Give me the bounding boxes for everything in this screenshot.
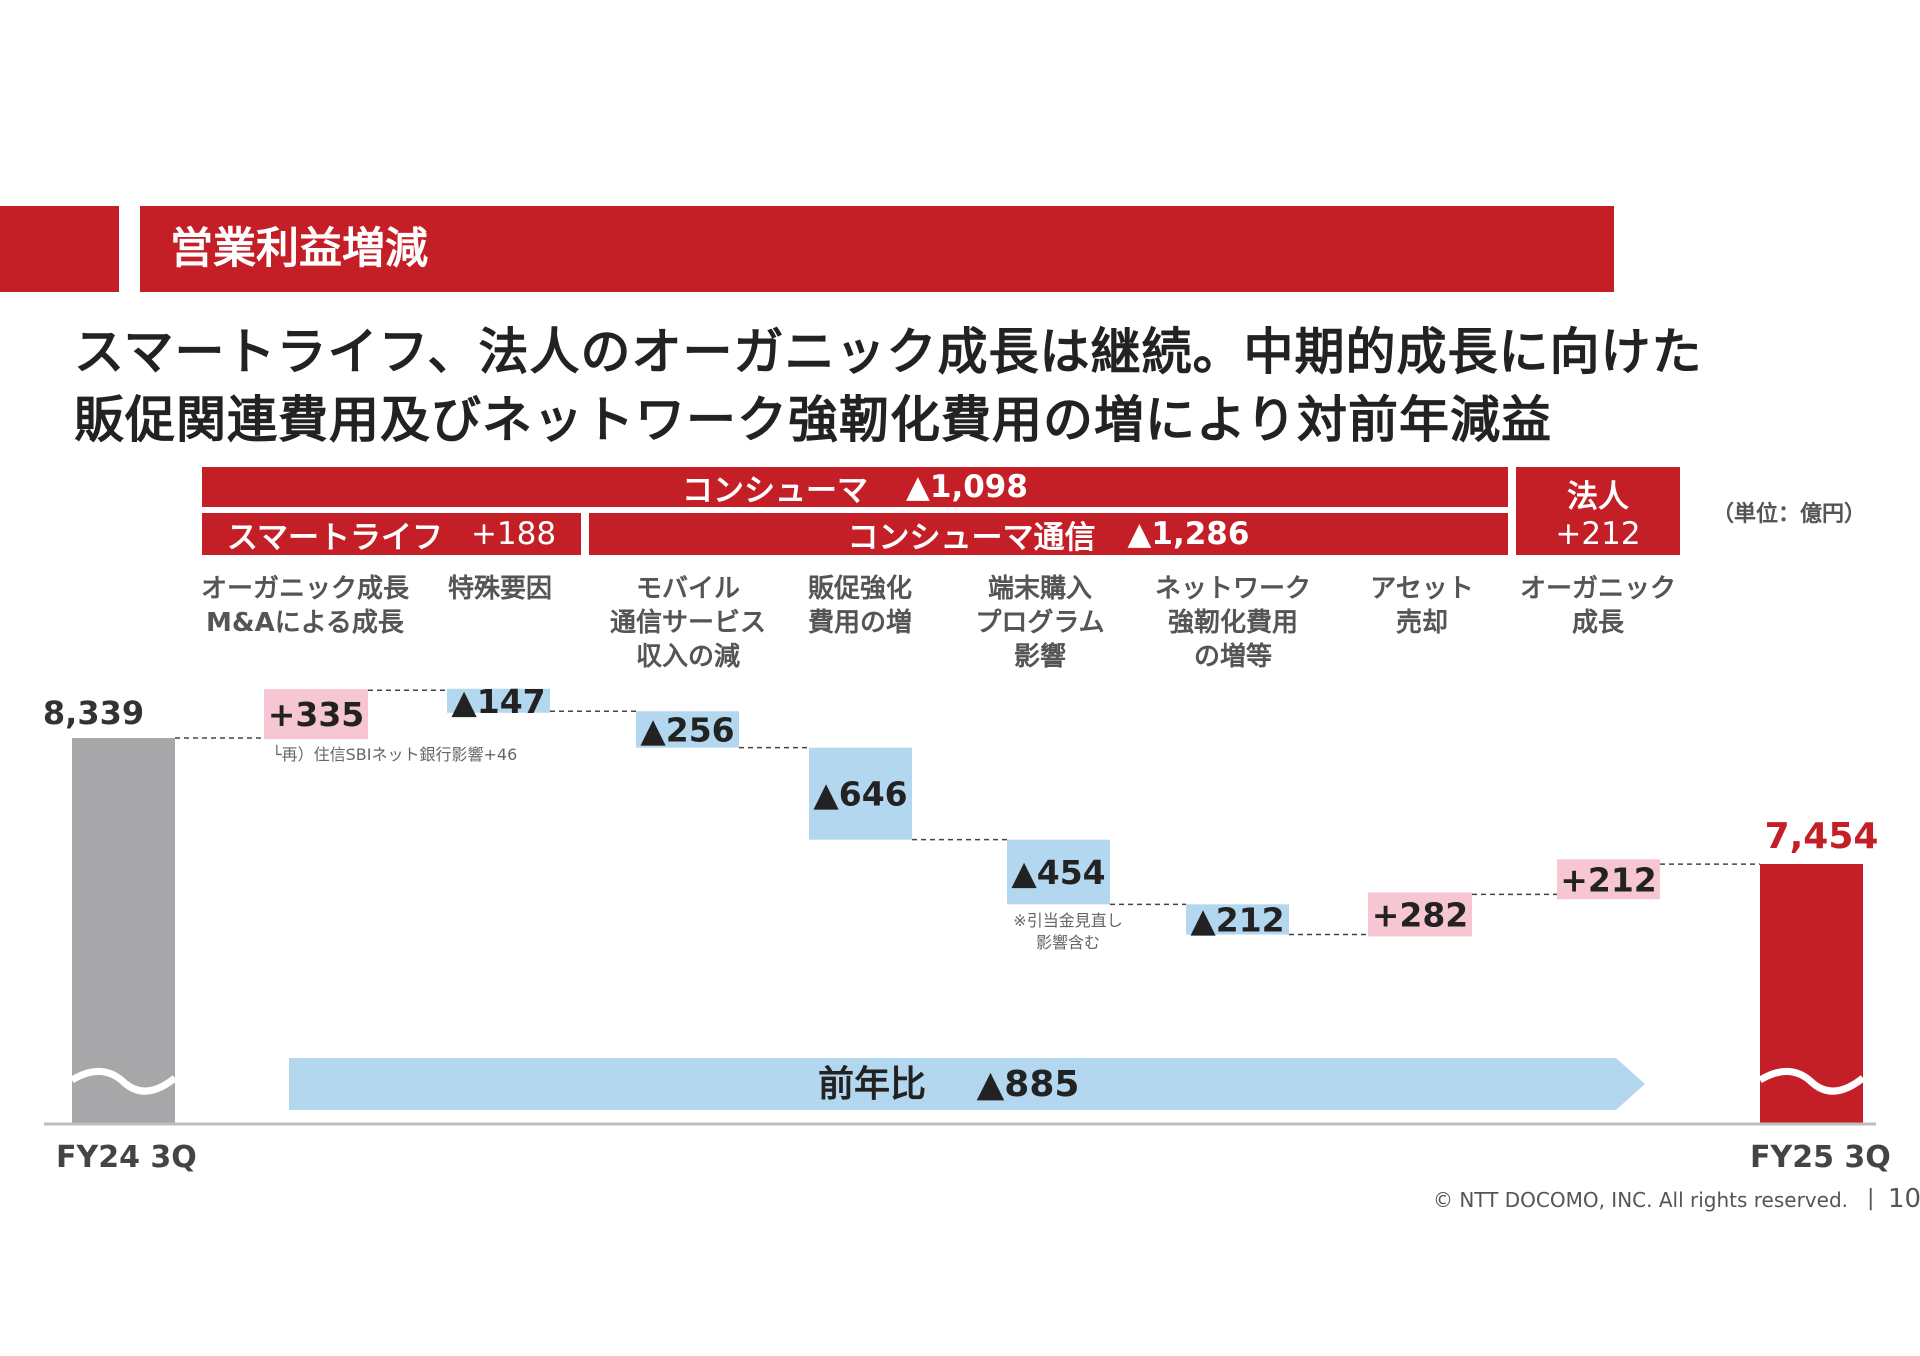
headline-line-2: 販促関連費用及びネットワーク強靭化費用の増により対前年減益 bbox=[74, 391, 1552, 449]
bar-step bbox=[1186, 904, 1289, 935]
bar-step bbox=[1368, 892, 1472, 937]
bar-step bbox=[447, 688, 550, 713]
copyright: © NTT DOCOMO, INC. All rights reserved. bbox=[1432, 1188, 1848, 1212]
category-line: オーガニック成長 bbox=[200, 574, 409, 604]
value-label-step: ▲212 bbox=[1190, 900, 1284, 939]
category-line: 特殊要因 bbox=[447, 574, 552, 604]
note-line: 影響含む bbox=[1035, 933, 1100, 952]
segment-smartlife-value: +188 bbox=[470, 516, 557, 552]
bars-layer bbox=[44, 688, 1876, 1126]
bar-step bbox=[809, 747, 912, 840]
unit-note: （単位：億円） bbox=[1712, 502, 1867, 527]
category-special: 特殊要因 bbox=[430, 572, 570, 606]
bar-step bbox=[264, 689, 368, 740]
segment-consumer-comm-bar: コンシューマ通信 ▲1,286 bbox=[589, 513, 1508, 556]
note-sbi: └再）住信SBIネット銀行影響+46 bbox=[272, 745, 518, 764]
category-line: の増等 bbox=[1193, 642, 1272, 672]
page-title: 営業利益増減 bbox=[170, 224, 428, 274]
value-label-step: ▲256 bbox=[640, 710, 734, 749]
yoy-label: 前年比 bbox=[818, 1064, 926, 1105]
segment-smartlife-bar: スマートライフ +188 bbox=[202, 513, 581, 556]
segment-consumer-comm-label: コンシューマ通信 bbox=[847, 519, 1096, 556]
category-line: モバイル bbox=[635, 574, 740, 604]
category-line: アセット bbox=[1370, 574, 1474, 604]
segment-consumer-label: コンシューマ bbox=[682, 472, 869, 509]
connector-lines bbox=[175, 689, 1760, 936]
category-mobile-revenue: モバイル 通信サービス 収入の減 bbox=[588, 572, 788, 674]
category-line: 通信サービス bbox=[609, 608, 766, 638]
axis-break-end bbox=[1758, 1068, 1866, 1095]
value-label-step: +212 bbox=[1560, 860, 1657, 899]
bar-step bbox=[1007, 839, 1110, 905]
category-line: 売却 bbox=[1395, 608, 1448, 638]
x-label-end: FY25 3Q bbox=[1750, 1140, 1891, 1175]
value-label-step: ▲646 bbox=[813, 775, 907, 814]
yoy-value: ▲885 bbox=[977, 1064, 1080, 1105]
category-promotion: 販促強化 費用の増 bbox=[790, 572, 930, 640]
segment-corporate-value: +212 bbox=[1555, 515, 1641, 552]
value-label-end: 7,454 bbox=[1765, 816, 1879, 857]
category-line: 成長 bbox=[1571, 608, 1624, 638]
category-line: 収入の減 bbox=[635, 642, 740, 672]
category-network: ネットワーク 強靭化費用 の増等 bbox=[1138, 572, 1328, 674]
header-bar bbox=[140, 206, 1614, 292]
labels-layer: 8,339 7,454 +335 ▲147 ▲256 ▲646 ▲454 ▲212 +282 +2… bbox=[43, 682, 1879, 940]
category-corporate-organic: オーガニック 成長 bbox=[1506, 572, 1690, 640]
bar-start bbox=[72, 738, 175, 1124]
header-accent-block bbox=[0, 206, 119, 292]
category-device-program: 端末購入 プログラム 影響 bbox=[960, 572, 1120, 674]
yoy-arrow bbox=[289, 1058, 1645, 1110]
page-separator: | bbox=[1867, 1186, 1875, 1211]
segment-corporate-label: 法人 bbox=[1567, 478, 1629, 515]
category-line: M&Aによる成長 bbox=[206, 608, 404, 638]
segment-consumer-value: ▲1,098 bbox=[906, 469, 1028, 505]
axis-break-start bbox=[70, 1068, 178, 1095]
category-line: オーガニック bbox=[1519, 574, 1676, 604]
x-label-start: FY24 3Q bbox=[56, 1140, 197, 1175]
category-line: 費用の増 bbox=[807, 608, 912, 638]
value-label-step: ▲147 bbox=[451, 682, 545, 721]
segment-corporate-bar: 法人 +212 bbox=[1516, 467, 1680, 555]
value-label-step: +282 bbox=[1372, 895, 1469, 934]
bar-step bbox=[1557, 859, 1660, 900]
category-organic-ma: オーガニック成長 M&Aによる成長 bbox=[190, 572, 420, 640]
yoy-arrow-group: 前年比 ▲885 bbox=[289, 1058, 1645, 1110]
segment-smartlife-label: スマートライフ bbox=[226, 519, 443, 556]
segment-consumer-bar: コンシューマ ▲1,098 bbox=[202, 467, 1508, 509]
page-number: 10 bbox=[1888, 1184, 1920, 1214]
value-label-step: ▲454 bbox=[1011, 853, 1105, 892]
category-line: 影響 bbox=[1013, 642, 1066, 672]
bar-step bbox=[636, 711, 739, 748]
value-label-step: +335 bbox=[268, 695, 365, 734]
category-line: ネットワーク bbox=[1154, 574, 1311, 604]
category-line: 販促強化 bbox=[807, 574, 912, 604]
note-device-program: ※引当金見直し 影響含む bbox=[1004, 910, 1132, 954]
headline-line-1: スマートライフ、法人のオーガニック成長は継続。中期的成長に向けた bbox=[74, 323, 1703, 381]
category-asset-sale: アセット 売却 bbox=[1352, 572, 1492, 640]
value-label-start: 8,339 bbox=[43, 694, 144, 732]
note-line: ※引当金見直し bbox=[1013, 911, 1123, 930]
category-line: 強靭化費用 bbox=[1167, 608, 1298, 638]
category-line: 端末購入 bbox=[987, 574, 1092, 604]
segment-consumer-comm-value: ▲1,286 bbox=[1127, 516, 1250, 552]
category-line: プログラム bbox=[975, 608, 1105, 638]
